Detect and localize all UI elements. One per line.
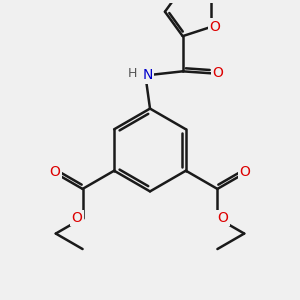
Text: O: O — [210, 20, 220, 34]
Text: O: O — [218, 211, 228, 225]
Text: O: O — [72, 211, 83, 225]
Text: O: O — [213, 66, 224, 80]
Text: H: H — [128, 67, 137, 80]
Text: N: N — [142, 68, 153, 83]
Text: O: O — [239, 165, 250, 179]
Text: O: O — [50, 165, 61, 179]
